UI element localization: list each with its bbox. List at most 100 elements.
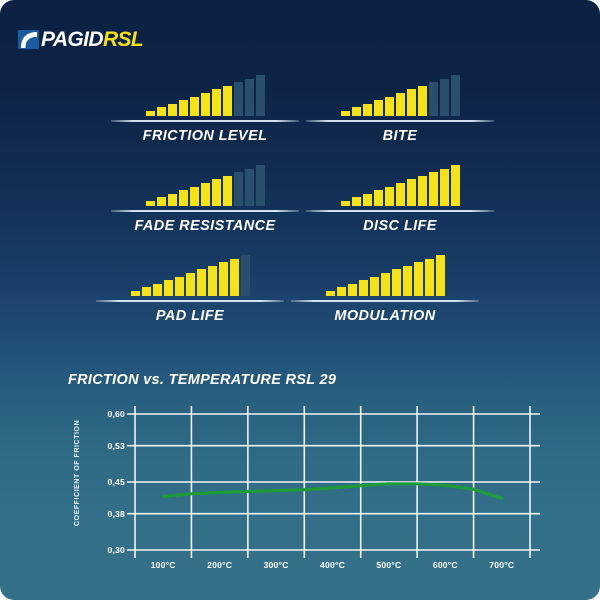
meter-friction-level: FRICTION LEVEL: [105, 70, 305, 150]
meter-segment: [395, 93, 405, 116]
meter-segment: [340, 201, 350, 206]
meter-segment: [336, 287, 346, 296]
meter-segment: [167, 103, 177, 116]
rating-meters: FRICTION LEVEL BITE FADE RESISTANCE DISC…: [0, 70, 600, 330]
meter-segment: [428, 172, 438, 206]
meter-segment: [152, 283, 162, 296]
meter-segment: [222, 85, 232, 116]
meter-segment: [413, 262, 423, 296]
meter-bite: BITE: [300, 70, 500, 150]
meter-segment: [435, 255, 445, 296]
meter-segment: [240, 255, 250, 296]
meter-segment: [395, 183, 405, 206]
meter-bars: [90, 250, 290, 296]
y-tick-label: 0,53: [107, 440, 125, 451]
meter-segment: [402, 265, 412, 296]
meter-segment: [417, 85, 427, 116]
meter-segment: [244, 78, 254, 116]
y-tick-label: 0,38: [107, 508, 125, 519]
x-tick-label: 100°C: [150, 560, 176, 570]
meter-segment: [439, 78, 449, 116]
meter-segment: [156, 107, 166, 116]
brand-name-secondary: RSL: [102, 27, 144, 51]
meter-segment: [229, 258, 239, 296]
meter-segment: [174, 276, 184, 296]
meter-disc-life: DISC LIFE: [300, 160, 500, 240]
meter-segment: [156, 197, 166, 206]
x-tick-label: 200°C: [207, 560, 233, 570]
meter-segment: [189, 96, 199, 116]
meter-segment: [351, 197, 361, 206]
meter-segment: [211, 89, 221, 116]
meter-segment: [450, 165, 460, 206]
meter-modulation: MODULATION: [285, 250, 485, 330]
x-tick-label: 700°C: [489, 560, 515, 570]
meter-segment: [428, 82, 438, 116]
x-tick-label: 400°C: [320, 560, 345, 570]
meter-segment: [163, 280, 173, 296]
meter-rule: [96, 300, 284, 302]
meter-segment: [340, 111, 350, 116]
meter-segment: [207, 265, 217, 296]
meter-segment: [196, 269, 206, 296]
meter-segment: [362, 193, 372, 206]
meter-segment: [384, 96, 394, 116]
y-tick-label: 0,30: [107, 545, 125, 555]
brand-logo: PAGIDRSL: [18, 26, 144, 52]
meter-segment: [233, 172, 243, 206]
meter-segment: [391, 269, 401, 296]
meter-bars: [300, 160, 500, 206]
meter-segment: [424, 258, 434, 296]
meter-rule: [291, 300, 479, 302]
meter-label: FADE RESISTANCE: [134, 218, 276, 234]
meter-segment: [222, 175, 232, 206]
meter-segment: [406, 89, 416, 116]
meter-segment: [185, 273, 195, 296]
meter-segment: [373, 190, 383, 206]
meter-segment: [255, 165, 265, 206]
chart-title: FRICTION vs. TEMPERATURE RSL 29: [68, 372, 337, 388]
meter-rule: [306, 120, 494, 122]
meter-segment: [167, 193, 177, 206]
meter-segment: [218, 262, 228, 296]
meter-segment: [450, 75, 460, 116]
meter-segment: [369, 276, 379, 296]
meter-rule: [111, 210, 299, 212]
meter-label: FRICTION LEVEL: [142, 128, 268, 144]
meter-segment: [145, 111, 155, 116]
x-tick-label: 300°C: [263, 560, 289, 570]
meter-bars: [105, 70, 305, 116]
meter-segment: [178, 100, 188, 116]
meter-segment: [130, 291, 140, 296]
meter-rule: [306, 210, 494, 212]
meter-pad-life: PAD LIFE: [90, 250, 290, 330]
meter-segment: [351, 107, 361, 116]
meter-segment: [325, 291, 335, 296]
meter-fade-resistance: FADE RESISTANCE: [105, 160, 305, 240]
y-tick-label: 0,45: [107, 477, 125, 487]
friction-curve: [161, 482, 504, 500]
meter-segment: [233, 82, 243, 116]
meter-segment: [406, 179, 416, 206]
meter-segment: [417, 175, 427, 206]
meter-segment: [373, 100, 383, 116]
meter-segment: [141, 287, 151, 296]
meter-segment: [145, 201, 155, 206]
meter-segment: [439, 168, 449, 206]
meter-label: BITE: [382, 128, 418, 144]
plot-canvas: [127, 406, 540, 558]
meter-rule: [111, 120, 299, 122]
pagid-swoosh-icon: [18, 29, 39, 49]
x-tick-label: 500°C: [376, 560, 402, 570]
meter-segment: [380, 273, 390, 296]
meter-segment: [358, 280, 368, 296]
meter-segment: [178, 190, 188, 206]
meter-segment: [362, 103, 372, 116]
meter-bars: [285, 250, 485, 296]
meter-bars: [105, 160, 305, 206]
meter-segment: [211, 179, 221, 206]
meter-bars: [300, 70, 500, 116]
brand-name-primary: PAGID: [41, 27, 104, 51]
meter-segment: [384, 186, 394, 206]
meter-segment: [200, 183, 210, 206]
